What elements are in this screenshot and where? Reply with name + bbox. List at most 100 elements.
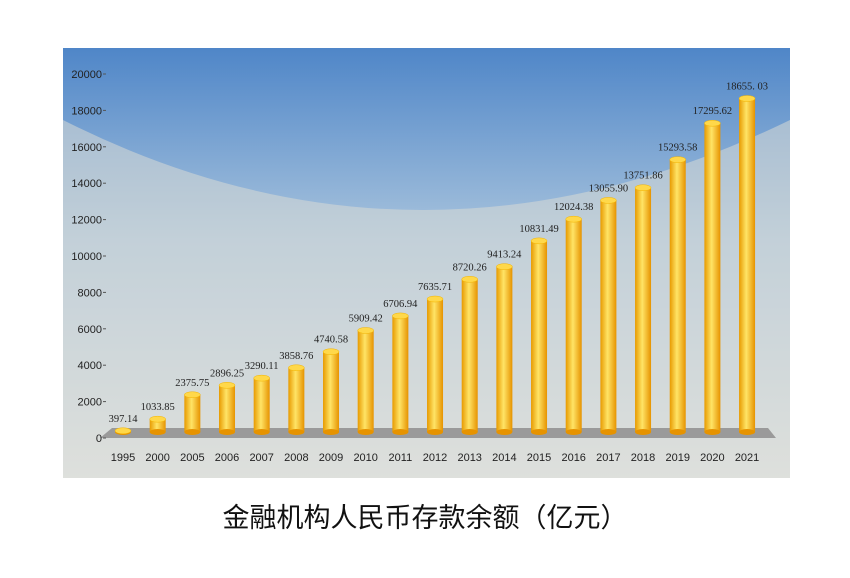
bar — [496, 266, 513, 432]
bar — [600, 200, 617, 432]
value-label: 18655. 03 — [726, 81, 768, 92]
bar — [253, 378, 270, 432]
x-tick-label: 2006 — [215, 452, 239, 464]
bar — [219, 385, 236, 432]
y-tick-label: 0 — [96, 433, 102, 445]
value-label: 13751.86 — [623, 171, 662, 182]
bar-top — [149, 415, 166, 423]
y-tick-label: 8000 — [78, 287, 102, 299]
bar-top — [426, 295, 444, 303]
bar-top — [357, 327, 374, 334]
x-tick-label: 2016 — [561, 452, 585, 464]
x-tick-label: 2012 — [423, 452, 447, 464]
bar-base — [635, 429, 652, 435]
bar-base — [739, 429, 756, 435]
value-label: 10831.49 — [519, 224, 558, 235]
bar — [392, 315, 409, 432]
bar-top — [218, 382, 236, 389]
x-tick-label: 2008 — [284, 452, 308, 464]
y-tick-label: 20000 — [71, 69, 102, 81]
bar — [461, 279, 478, 432]
value-label: 3858.76 — [279, 351, 313, 362]
bar-top — [184, 391, 201, 399]
bar-top — [530, 237, 548, 245]
bar-base — [357, 429, 374, 435]
y-tick-label: 16000 — [71, 142, 102, 154]
bar-base — [496, 429, 513, 435]
value-label: 397.14 — [109, 414, 139, 425]
bar — [149, 419, 166, 432]
value-label: 1033.85 — [141, 402, 175, 413]
value-label: 2896.25 — [210, 368, 244, 379]
x-tick-label: 2019 — [665, 452, 689, 464]
value-label: 12024.38 — [554, 202, 593, 213]
value-label: 13055.90 — [589, 183, 628, 194]
bar-top — [322, 348, 340, 355]
bar — [739, 98, 756, 432]
bar-base — [531, 429, 548, 435]
bar-base — [323, 429, 340, 435]
bar — [427, 299, 444, 432]
bar-top — [634, 184, 652, 191]
bar-top — [253, 374, 270, 382]
x-tick-label: 2015 — [527, 452, 551, 464]
y-tick-label: 4000 — [78, 360, 102, 372]
y-tick-label: 18000 — [71, 105, 102, 117]
bar-base — [149, 429, 166, 435]
bar — [704, 123, 721, 432]
bar-top — [565, 215, 582, 223]
value-label: 6706.94 — [383, 299, 418, 310]
bar — [357, 330, 374, 432]
bar-base — [392, 429, 409, 435]
bar-base — [427, 429, 444, 435]
value-label: 8720.26 — [453, 262, 487, 273]
bar-top — [461, 276, 478, 283]
bar — [288, 367, 305, 432]
y-tick-label: 2000 — [78, 397, 102, 409]
bar-top — [738, 95, 756, 102]
x-tick-label: 2009 — [319, 452, 343, 464]
value-label: 9413.24 — [487, 250, 522, 261]
bar-base — [461, 429, 478, 435]
bar-top — [288, 364, 305, 372]
x-tick-label: 2018 — [631, 452, 655, 464]
value-label: 5909.42 — [349, 313, 383, 324]
bar-base — [565, 429, 582, 435]
x-tick-label: 2020 — [700, 452, 724, 464]
bar-top — [392, 312, 409, 320]
bar — [565, 219, 582, 432]
bar-base — [253, 429, 270, 435]
y-tick-label: 6000 — [78, 324, 102, 336]
bar — [184, 394, 201, 432]
x-tick-label: 1995 — [111, 452, 135, 464]
value-label: 3290.11 — [245, 361, 279, 372]
x-tick-label: 2007 — [249, 452, 273, 464]
chart-title: 金融机构人民币存款余额（亿元） — [223, 503, 628, 534]
x-tick-label: 2017 — [596, 452, 620, 464]
bar-base — [704, 429, 721, 435]
value-label: 4740.58 — [314, 335, 348, 346]
bar — [635, 187, 652, 432]
bar-top — [669, 156, 686, 163]
bar-base — [184, 429, 201, 435]
x-tick-label: 2014 — [492, 452, 516, 464]
x-tick-label: 2005 — [180, 452, 204, 464]
bar-top — [496, 263, 513, 270]
x-tick-label: 2013 — [457, 452, 481, 464]
bar-top — [600, 197, 617, 204]
x-tick-label: 2010 — [353, 452, 377, 464]
y-tick-label: 12000 — [71, 215, 102, 227]
bar-base — [600, 429, 617, 435]
x-tick-label: 2021 — [735, 452, 759, 464]
y-tick-label: 14000 — [71, 178, 102, 190]
value-label: 7635.71 — [418, 282, 452, 293]
bar-base — [288, 429, 305, 435]
bar — [323, 351, 340, 432]
bar — [531, 240, 548, 432]
bar — [669, 159, 686, 432]
x-tick-label: 2000 — [145, 452, 169, 464]
value-label: 15293.58 — [658, 143, 697, 154]
bar-base — [219, 429, 236, 435]
